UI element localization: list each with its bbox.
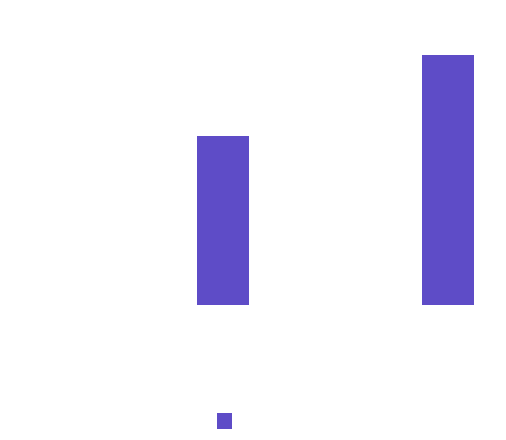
- bar: [422, 55, 474, 305]
- bar: [197, 136, 249, 305]
- legend-swatch: [217, 413, 232, 429]
